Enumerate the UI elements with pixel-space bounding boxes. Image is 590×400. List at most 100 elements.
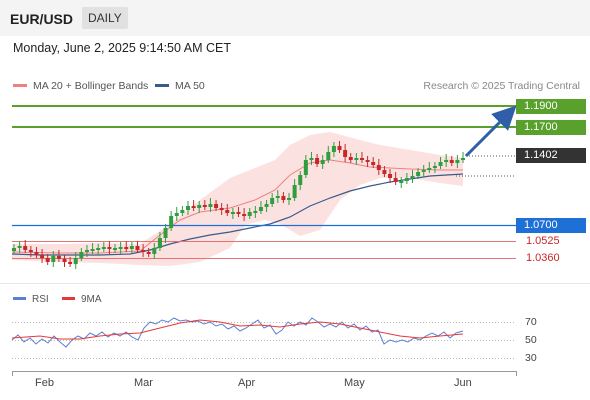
candle-body [68,262,73,264]
candle-body [23,246,28,250]
candle-body [56,256,61,259]
legend-rsi-ma-label: 9MA [81,294,102,305]
candle-body [135,246,140,250]
candle-body [382,170,387,174]
candle-body [96,248,101,250]
candle-body [354,158,359,160]
candle-body [236,212,241,214]
candle-body [292,185,297,198]
candle-body [45,258,50,262]
candle-body [455,160,460,163]
ma50-line [11,173,464,256]
top-bar: EUR/USD DAILY [0,0,590,36]
month-label-apr: Apr [238,377,256,389]
legend-bollinger-label: MA 20 + Bollinger Bands [33,80,149,92]
candle-body [242,214,247,216]
timeframe-badge[interactable]: DAILY [82,7,128,29]
instrument-title: EUR/USD [10,11,74,27]
candle-body [202,205,207,207]
candle-body [438,162,443,166]
candle-body [28,250,33,252]
candle-body [101,247,106,249]
candle-body [404,178,409,181]
candle-body [371,162,376,165]
candle-body [264,204,269,207]
candle-body [90,249,95,251]
pivot-label-1: 1.0525 [526,235,560,247]
candle-body [34,252,39,255]
candle-body [185,206,190,210]
candle-body [219,208,224,210]
candle-body [348,157,353,160]
rsi-level-30: 30 [525,352,537,364]
candle-body [197,205,202,208]
candle-body [118,247,123,249]
bollinger-band-area [12,132,463,266]
month-label-jun: Jun [454,377,472,389]
legend-rsi: RSI [13,294,49,305]
candle-body [326,152,331,160]
candle-body [410,176,415,178]
candle-body [258,207,263,211]
ma50-swatch [155,83,169,87]
legend-bollinger: MA 20 + Bollinger Bands [13,80,148,92]
candle-body [376,165,381,170]
candle-body [225,210,230,213]
candlesticks [12,141,465,269]
rsi-ma-swatch [62,296,75,300]
candle-body [152,248,157,254]
candle-body [281,196,286,200]
candle-body [107,247,112,249]
candle-body [399,181,404,183]
ma20-swatch [13,83,27,87]
candle-body [40,255,45,258]
candle-body [343,150,348,157]
candle-body [359,158,364,160]
candle-body [461,158,465,160]
rsi-ma-line [11,319,464,340]
legend-ma50-label: MA 50 [175,80,205,92]
legend-rsi-ma: 9MA [62,294,102,305]
candle-body [337,146,342,150]
forecast-arrow [464,105,517,158]
credit-text: Research © 2025 Trading Central [423,80,580,92]
rsi-level-70: 70 [525,316,537,328]
candle-body [163,228,168,238]
candle-body [113,248,118,250]
candle-body [365,160,370,162]
candle-body [388,174,393,178]
ma20-line [11,159,463,254]
candle-body [51,256,56,262]
candle-body [174,213,179,216]
candle-body [298,175,303,185]
candle-body [393,178,398,182]
candle-body [331,146,336,152]
candle-body [275,196,280,198]
legend-ma50: MA 50 [155,80,205,92]
month-label-feb: Feb [35,377,54,389]
month-label-mar: Mar [134,377,153,389]
last-price-label: 1.1402 [516,148,586,163]
candle-body [303,160,308,175]
candle-body [247,212,252,216]
candle-body [449,160,454,163]
candle-body [141,250,146,252]
candle-body [421,170,426,172]
candle-body [157,238,162,248]
candle-body [17,246,22,248]
pivot-label-2: 1.0360 [526,252,560,264]
candle-body [62,259,67,262]
candle-body [146,252,151,254]
candle-body [315,158,320,164]
candle-body [214,204,219,208]
candle-body [320,160,325,164]
candle-body [287,198,292,200]
rsi-level-50: 50 [525,334,537,346]
candle-body [309,158,314,160]
support-label: 1.0700 [516,218,586,233]
candle-body [208,204,213,207]
candle-body [79,252,84,258]
candle-body [129,246,134,249]
candle-body [191,206,196,208]
